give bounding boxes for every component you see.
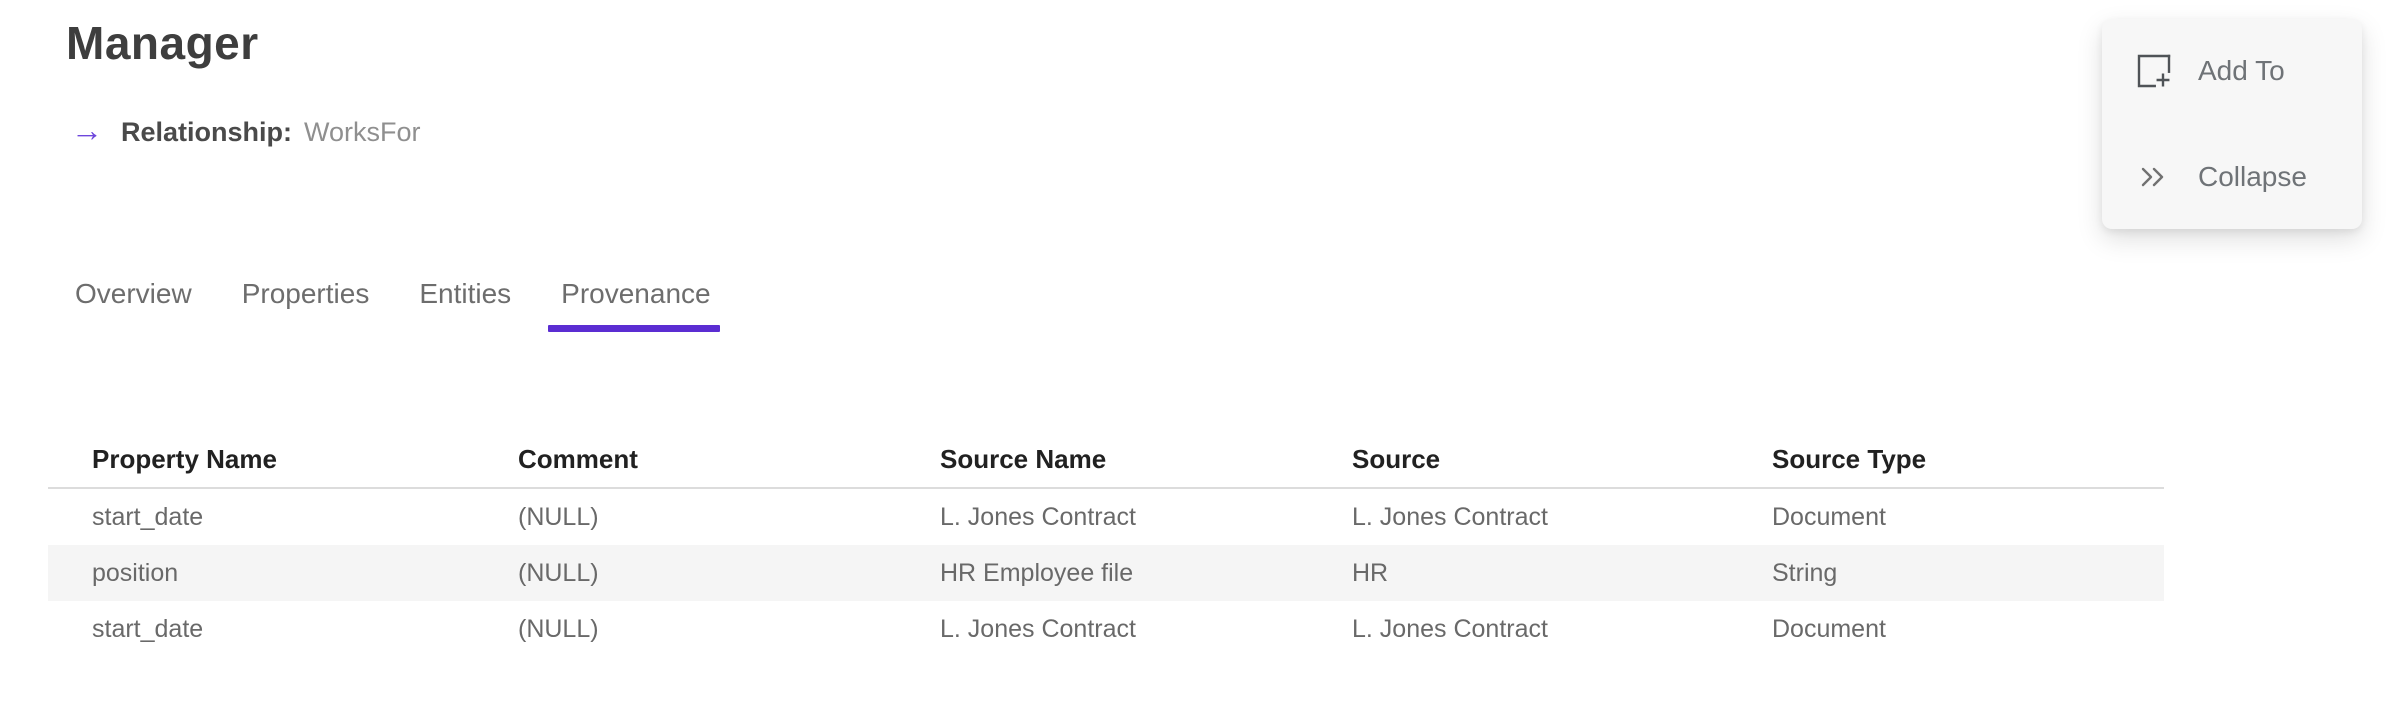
add-to-button[interactable]: Add To: [2136, 47, 2285, 95]
tab-entities[interactable]: Entities: [419, 278, 512, 309]
cell-comment: (NULL): [518, 502, 599, 531]
table-row: start_date (NULL) L. Jones Contract L. J…: [48, 601, 2164, 657]
cell-source-name: L. Jones Contract: [940, 502, 1136, 531]
cell-source-type: String: [1772, 558, 1838, 587]
tab-active-underline: [548, 325, 720, 332]
cell-property-name: start_date: [92, 502, 204, 531]
tab-provenance[interactable]: Provenance: [548, 278, 720, 332]
table-row: start_date (NULL) L. Jones Contract L. J…: [48, 488, 2164, 545]
table-header-row: Property Name Comment Source Name Source…: [48, 431, 2164, 489]
cell-property-name: position: [92, 558, 179, 587]
cell-property-name: start_date: [92, 614, 204, 643]
column-header-source-name: Source Name: [896, 431, 1308, 489]
tab-overview[interactable]: Overview: [75, 278, 192, 309]
cell-source: HR: [1352, 558, 1389, 587]
cell-source-type: Document: [1772, 502, 1886, 531]
collapse-label: Collapse: [2198, 161, 2307, 192]
relationship-value: WorksFor: [304, 116, 421, 147]
relationship-subtitle: → Relationship: WorksFor: [71, 112, 421, 148]
collapse-button[interactable]: Collapse: [2136, 153, 2307, 201]
table-row: position (NULL) HR Employee file HR Stri…: [48, 545, 2164, 601]
provenance-table-container: Property Name Comment Source Name Source…: [48, 431, 2164, 657]
column-header-source-type: Source Type: [1728, 431, 2164, 489]
cell-source-name: L. Jones Contract: [940, 614, 1136, 643]
tab-properties[interactable]: Properties: [241, 278, 370, 309]
double-chevron-right-icon: [2136, 159, 2172, 195]
relationship-label: Relationship:: [121, 116, 293, 147]
page-title: Manager: [66, 17, 259, 69]
cell-source-type: Document: [1772, 614, 1886, 643]
cell-comment: (NULL): [518, 614, 599, 643]
provenance-table: Property Name Comment Source Name Source…: [48, 431, 2164, 657]
add-to-frame-icon: [2136, 53, 2172, 89]
action-menu-card: Add To Collapse: [2102, 19, 2362, 229]
column-header-comment: Comment: [474, 431, 896, 489]
cell-comment: (NULL): [518, 558, 599, 587]
cell-source: L. Jones Contract: [1352, 614, 1548, 643]
cell-source: L. Jones Contract: [1352, 502, 1548, 531]
cell-source-name: HR Employee file: [940, 558, 1134, 587]
detail-tabs: Overview Properties Entities Provenance: [75, 278, 720, 332]
column-header-property-name: Property Name: [48, 431, 474, 489]
relationship-arrow-icon: →: [71, 112, 103, 148]
column-header-source: Source: [1308, 431, 1728, 489]
add-to-label: Add To: [2198, 55, 2285, 86]
